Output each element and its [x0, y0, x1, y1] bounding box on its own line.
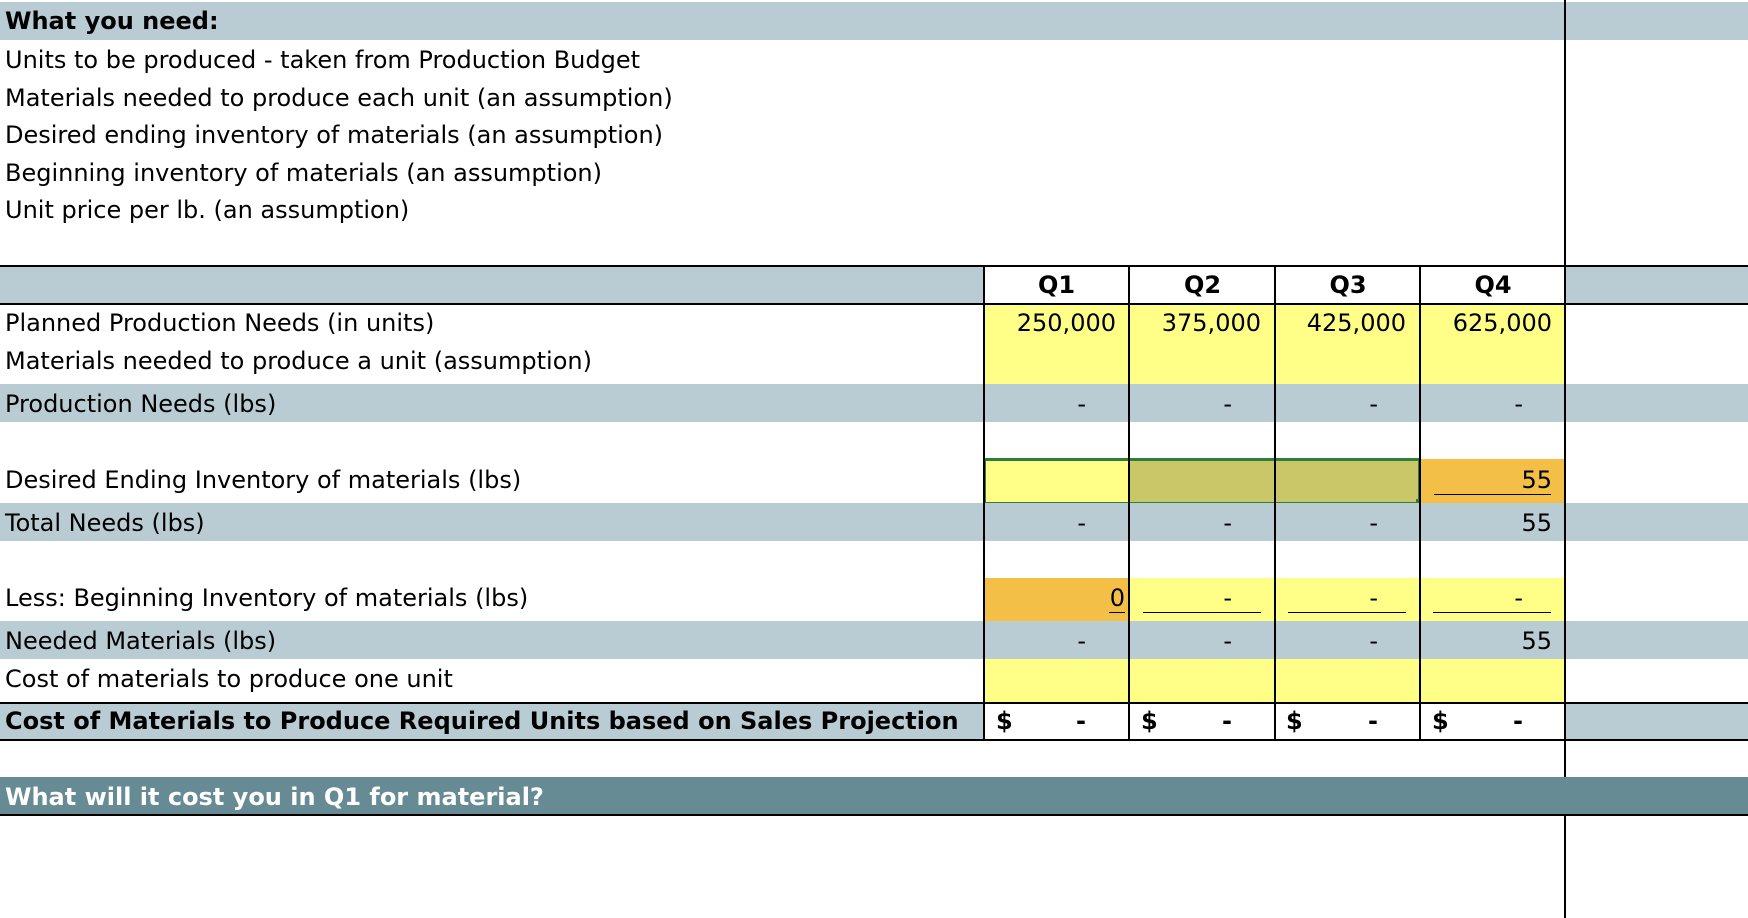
needed-materials-q4[interactable]: 55 [1521, 627, 1552, 655]
intro-item: Unit price per lb. (an assumption) [5, 196, 410, 224]
beginning-inventory-label: Less: Beginning Inventory of materials (… [5, 584, 529, 612]
intro-item: Units to be produced - taken from Produc… [5, 46, 641, 74]
cost-total-q2[interactable]: - [1222, 707, 1232, 735]
production-needs-q4[interactable]: - [1514, 390, 1523, 418]
production-needs-q3[interactable]: - [1369, 390, 1378, 418]
cost-total-q3-currency: $ [1286, 707, 1303, 735]
cost-total-label: Cost of Materials to Produce Required Un… [5, 707, 959, 735]
desired-ending-label: Desired Ending Inventory of materials (l… [5, 466, 522, 494]
cost-total-q2-currency: $ [1141, 707, 1158, 735]
beginning-inventory-q2[interactable]: - [1223, 584, 1232, 612]
cost-total-q4[interactable]: - [1513, 707, 1523, 735]
desired-ending-q4[interactable]: 55 [1521, 466, 1552, 494]
needed-materials-band [0, 621, 1748, 659]
q2-header: Q2 [1183, 271, 1222, 299]
q1-header-cell[interactable] [984, 267, 1129, 303]
q1-header: Q1 [1037, 271, 1076, 299]
cost-total-q4-currency: $ [1432, 707, 1449, 735]
total-needs-band [0, 503, 1748, 541]
planned-production-label: Planned Production Needs (in units) [5, 309, 435, 337]
selection-border [983, 458, 1421, 505]
production-needs-label: Production Needs (lbs) [5, 390, 277, 418]
q2-header-cell[interactable] [1130, 267, 1275, 303]
total-needs-q4[interactable]: 55 [1521, 509, 1552, 537]
production-needs-q2[interactable]: - [1223, 390, 1232, 418]
q3-header-cell[interactable] [1276, 267, 1420, 303]
needed-materials-q1[interactable]: - [1077, 627, 1086, 655]
q4-header: Q4 [1474, 271, 1512, 299]
planned-q3[interactable]: 425,000 [1306, 309, 1406, 337]
intro-heading-band [0, 2, 1748, 40]
needed-materials-q2[interactable]: - [1223, 627, 1232, 655]
beginning-inventory-q1-cell[interactable] [984, 578, 1130, 621]
intro-item: Desired ending inventory of materials (a… [5, 121, 664, 149]
question-text: What will it cost you in Q1 for material… [5, 783, 544, 811]
cost-total-q3[interactable]: - [1368, 707, 1378, 735]
cost-total-q1-currency: $ [996, 707, 1013, 735]
planned-q4[interactable]: 625,000 [1452, 309, 1552, 337]
q3-header: Q3 [1329, 271, 1367, 299]
total-needs-q3[interactable]: - [1369, 509, 1378, 537]
total-needs-q1[interactable]: - [1077, 509, 1086, 537]
intro-item: Beginning inventory of materials (an ass… [5, 159, 602, 187]
needed-materials-label: Needed Materials (lbs) [5, 627, 277, 655]
q4-header-cell[interactable] [1421, 267, 1565, 303]
beginning-inventory-q3[interactable]: - [1369, 584, 1378, 612]
total-needs-label: Total Needs (lbs) [5, 509, 205, 537]
needed-materials-q3[interactable]: - [1369, 627, 1378, 655]
question-bar [0, 777, 1748, 815]
cost-per-unit-label: Cost of materials to produce one unit [5, 665, 453, 693]
total-needs-q2[interactable]: - [1223, 509, 1232, 537]
materials-per-unit-label: Materials needed to produce a unit (assu… [5, 347, 592, 375]
beginning-inventory-q1[interactable]: 0 [1109, 584, 1125, 612]
beginning-inventory-q4[interactable]: - [1514, 584, 1523, 612]
production-needs-q1[interactable]: - [1077, 390, 1086, 418]
intro-heading: What you need: [5, 7, 219, 35]
planned-q1[interactable]: 250,000 [1016, 309, 1116, 337]
planned-q2[interactable]: 375,000 [1161, 309, 1261, 337]
production-needs-band [0, 384, 1748, 422]
intro-item: Materials needed to produce each unit (a… [5, 84, 673, 112]
desired-ending-q4-cell[interactable] [1421, 459, 1565, 503]
cost-total-q1[interactable]: - [1076, 707, 1086, 735]
